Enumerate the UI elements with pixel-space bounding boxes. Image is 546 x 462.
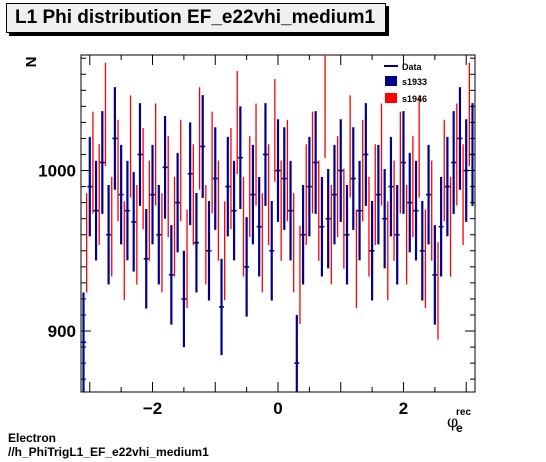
y-axis-tick-label: 1000 — [38, 162, 76, 181]
x-axis-label-phi: φ — [447, 412, 458, 431]
y-axis-label: N — [23, 57, 40, 68]
x-axis-tick-label: −2 — [143, 399, 162, 418]
chart-title-box: L1 Phi distribution EF_e22vhi_medium1 — [6, 3, 386, 33]
footer-caption-histogram: //h_PhiTrigL1_EF_e22vhi_medium1 — [8, 445, 209, 459]
legend-s1946-marker — [385, 93, 397, 103]
chart-title: L1 Phi distribution EF_e22vhi_medium1 — [15, 7, 376, 28]
x-axis-label-superscript: rec — [456, 407, 471, 418]
x-axis-tick-label: 0 — [273, 399, 282, 418]
legend-s1933-label: s1933 — [402, 77, 427, 87]
legend-s1933-marker — [385, 76, 397, 86]
x-axis-label-subscript: e — [456, 421, 463, 435]
legend-s1946-label: s1946 — [402, 94, 427, 104]
x-axis-tick-label: 2 — [399, 399, 408, 418]
legend-data-label: Data — [402, 62, 423, 72]
y-axis-tick-label: 900 — [48, 322, 76, 341]
footer-caption-particle: Electron — [8, 431, 57, 445]
